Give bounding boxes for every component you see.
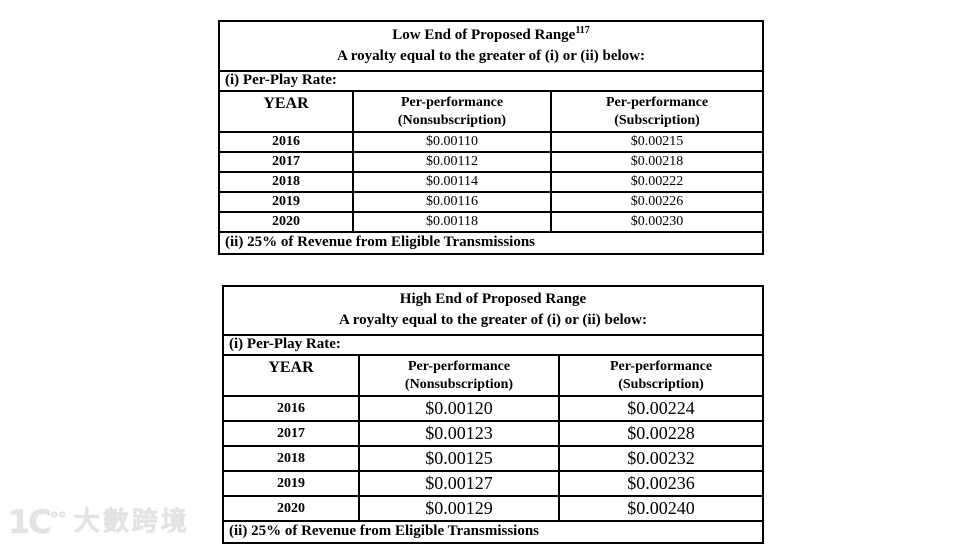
subscription-rate-cell: $0.00218 [549,151,765,174]
table-row: 2016 $0.00120 $0.00224 [222,395,765,423]
nonsubscription-rate-cell: $0.00127 [358,470,560,498]
subscription-rate-cell: $0.00224 [557,395,765,423]
revenue-clause-label: (ii) 25% of Revenue from Eligible Transm… [221,520,765,545]
table-row: 2018 $0.00114 $0.00222 [218,171,765,194]
subscription-rate-cell: $0.00236 [557,470,765,498]
nonsubscription-rate-cell: $0.00118 [352,211,552,234]
table-row: 2016 $0.00110 $0.00215 [218,131,765,154]
column-header-subscription: Per-performance (Subscription) [549,89,765,134]
footnote-marker: 117 [575,25,590,36]
year-cell: 2020 [218,211,354,234]
subscription-rate-cell: $0.00240 [557,495,765,523]
rates-table-low-end: Low End of Proposed Range117 A royalty e… [217,20,765,256]
table-row: 2017 $0.00123 $0.00228 [222,420,765,448]
year-cell: 2016 [222,395,360,423]
column-header-nonsubscription: Per-performance (Nonsubscription) [358,353,560,398]
nonsubscription-rate-cell: $0.00112 [352,151,552,174]
year-cell: 2018 [222,445,360,473]
year-cell: 2017 [222,420,360,448]
watermark: 1C°° 大數跨境 [8,506,190,538]
table-title: Low End of Proposed Range117 [392,25,590,43]
table-title-block: Low End of Proposed Range117 A royalty e… [217,20,765,72]
revenue-clause-label: (ii) 25% of Revenue from Eligible Transm… [217,231,765,256]
nonsubscription-rate-cell: $0.00110 [352,131,552,154]
brand-logo-icon: 1C°° [8,503,67,541]
subscription-rate-cell: $0.00215 [549,131,765,154]
subscription-rate-cell: $0.00228 [557,420,765,448]
year-cell: 2020 [222,495,360,523]
table-row: 2019 $0.00116 $0.00226 [218,191,765,214]
nonsubscription-rate-cell: $0.00129 [358,495,560,523]
subscription-rate-cell: $0.00222 [549,171,765,194]
per-play-rate-label: (i) Per-Play Rate: [217,70,765,92]
nonsubscription-rate-cell: $0.00125 [358,445,560,473]
table-title: High End of Proposed Range [399,291,587,307]
year-cell: 2017 [218,151,354,174]
per-play-rate-label: (i) Per-Play Rate: [221,334,765,356]
column-header-year: YEAR [222,353,360,398]
subscription-rate-cell: $0.00230 [549,211,765,234]
year-cell: 2016 [218,131,354,154]
nonsubscription-rate-cell: $0.00123 [358,420,560,448]
nonsubscription-rate-cell: $0.00116 [352,191,552,214]
column-header-year: YEAR [218,89,354,134]
year-cell: 2019 [218,191,354,214]
table-title-block: High End of Proposed Range A royalty equ… [221,285,765,336]
table-row: 2018 $0.00125 $0.00232 [222,445,765,473]
column-header-subscription: Per-performance (Subscription) [557,353,765,398]
subscription-rate-cell: $0.00232 [557,445,765,473]
table-row: 2020 $0.00118 $0.00230 [218,211,765,234]
table-subtitle: A royalty equal to the greater of (i) or… [339,312,647,328]
table-row: 2019 $0.00127 $0.00236 [222,470,765,498]
brand-text: 大數跨境 [73,507,190,537]
nonsubscription-rate-cell: $0.00120 [358,395,560,423]
table-subtitle: A royalty equal to the greater of (i) or… [337,48,645,64]
table-row: 2017 $0.00112 $0.00218 [218,151,765,174]
nonsubscription-rate-cell: $0.00114 [352,171,552,194]
table-row: 2020 $0.00129 $0.00240 [222,495,765,523]
column-header-nonsubscription: Per-performance (Nonsubscription) [352,89,552,134]
rates-table-high-end: High End of Proposed Range A royalty equ… [221,285,765,545]
year-cell: 2018 [218,171,354,194]
year-cell: 2019 [222,470,360,498]
subscription-rate-cell: $0.00226 [549,191,765,214]
